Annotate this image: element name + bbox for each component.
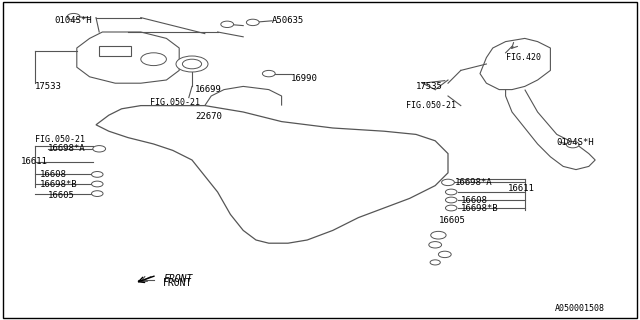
Text: FIG.050-21: FIG.050-21 bbox=[35, 135, 85, 144]
Text: FIG.420: FIG.420 bbox=[506, 53, 541, 62]
Text: 16608: 16608 bbox=[40, 170, 67, 179]
Circle shape bbox=[442, 179, 454, 186]
Text: 16611: 16611 bbox=[20, 157, 47, 166]
Circle shape bbox=[429, 242, 442, 248]
Text: 16698*B: 16698*B bbox=[461, 204, 499, 212]
Text: 0104S*H: 0104S*H bbox=[557, 138, 595, 147]
Text: 16698*A: 16698*A bbox=[48, 144, 86, 153]
Text: 16605: 16605 bbox=[48, 191, 75, 200]
Circle shape bbox=[438, 251, 451, 258]
Text: FRONT: FRONT bbox=[163, 278, 193, 288]
Circle shape bbox=[262, 70, 275, 77]
Circle shape bbox=[445, 205, 457, 211]
Circle shape bbox=[246, 19, 259, 26]
Text: FIG.050-21: FIG.050-21 bbox=[150, 98, 200, 107]
Text: 16611: 16611 bbox=[508, 184, 534, 193]
Circle shape bbox=[430, 260, 440, 265]
Text: 0104S*H: 0104S*H bbox=[54, 16, 92, 25]
Circle shape bbox=[431, 231, 446, 239]
Circle shape bbox=[445, 189, 457, 195]
Circle shape bbox=[221, 21, 234, 28]
Text: 17535: 17535 bbox=[416, 82, 443, 91]
Text: 22670: 22670 bbox=[195, 112, 222, 121]
Text: FRONT: FRONT bbox=[163, 274, 193, 284]
Circle shape bbox=[445, 197, 457, 203]
Text: 17533: 17533 bbox=[35, 82, 62, 91]
Text: 16699: 16699 bbox=[195, 85, 222, 94]
Circle shape bbox=[92, 172, 103, 177]
Text: 16698*A: 16698*A bbox=[454, 178, 492, 187]
Circle shape bbox=[67, 13, 80, 20]
Circle shape bbox=[182, 59, 202, 69]
Circle shape bbox=[93, 146, 106, 152]
Circle shape bbox=[141, 53, 166, 66]
Circle shape bbox=[92, 191, 103, 196]
Circle shape bbox=[176, 56, 208, 72]
Text: 16990: 16990 bbox=[291, 74, 318, 83]
Text: A050001508: A050001508 bbox=[555, 304, 605, 313]
Text: 16605: 16605 bbox=[438, 216, 465, 225]
Text: 16698*B: 16698*B bbox=[40, 180, 78, 188]
Text: FIG.050-21: FIG.050-21 bbox=[406, 101, 456, 110]
Text: 16608: 16608 bbox=[461, 196, 488, 204]
Text: A50635: A50635 bbox=[272, 16, 304, 25]
Circle shape bbox=[92, 181, 103, 187]
Circle shape bbox=[566, 141, 579, 148]
